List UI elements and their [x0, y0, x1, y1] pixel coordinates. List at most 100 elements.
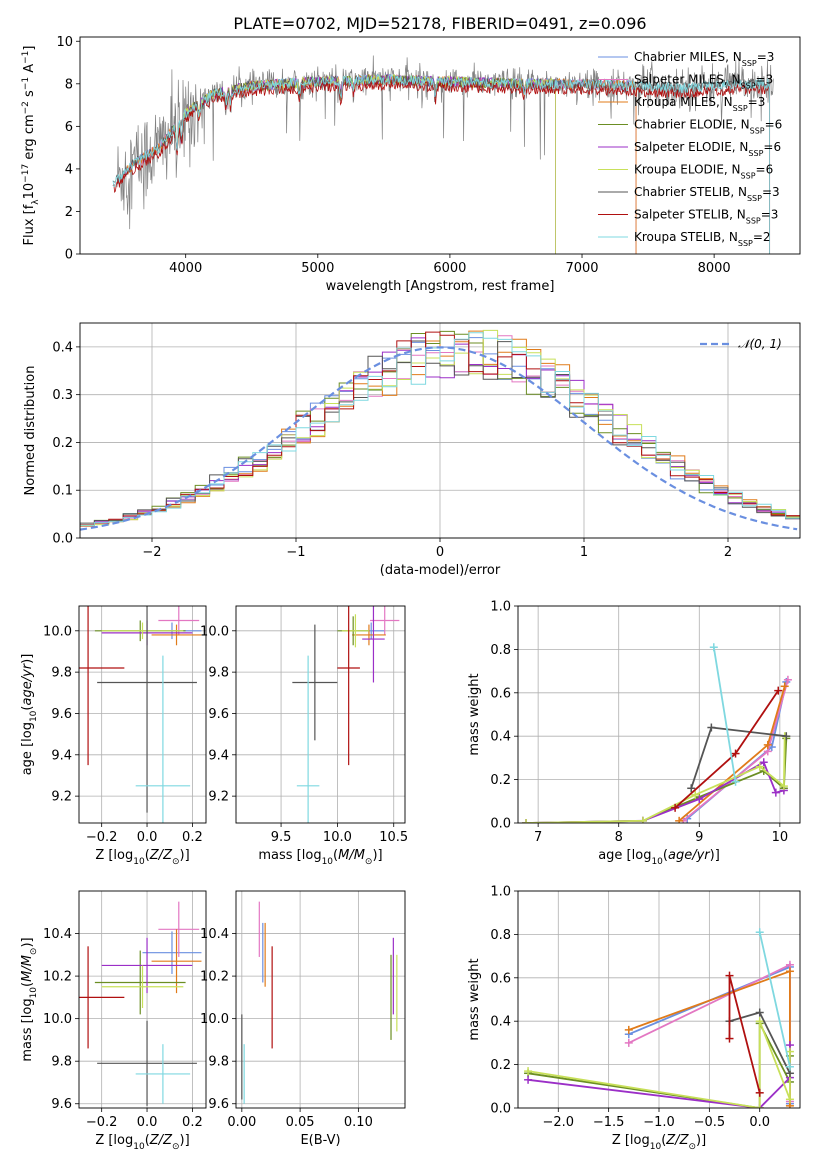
x-axis-label: age [log10(age/yr)]: [598, 848, 720, 867]
x-tick-label: 0.10: [344, 1115, 373, 1130]
weight-marker-kroupa-miles: [675, 816, 684, 823]
weight-marker-kroupa-miles: [624, 1025, 633, 1034]
x-tick-label: 9.5: [271, 830, 292, 845]
x-tick-label: 7: [534, 830, 542, 845]
y-axis-label: Normed distribution: [23, 366, 38, 496]
plot-area-weight_vs_Z: [524, 928, 794, 1108]
y-tick-label: 0.2: [490, 773, 511, 788]
y-tick-label: 9.4: [208, 748, 229, 763]
weight-marker-kroupa-miles: [780, 682, 789, 691]
x-tick-label: 0.0: [137, 830, 158, 845]
weight-line-kroupa-stelib: [758, 932, 791, 1067]
y-tick-label: 9.8: [208, 666, 229, 681]
weight-marker-salpeter-stelib: [755, 1088, 764, 1097]
model-salpeter-stelib: [112, 79, 770, 193]
y-tick-label: 10: [56, 35, 73, 50]
model-kroupa-stelib: [112, 73, 770, 188]
y-tick-label: 9.6: [51, 1097, 72, 1112]
legend-entry: Kroupa MILES, NSSP=3: [634, 95, 765, 113]
weight-marker-chabrier-stelib: [755, 1008, 764, 1017]
weight-line-kroupa-stelib: [712, 647, 737, 782]
x-tick-label: 0.2: [182, 830, 203, 845]
y-tick-label: 9.6: [208, 1097, 229, 1112]
weight-line-kroupa-elodie: [526, 736, 786, 823]
panel-spectrum: 4000 5000 6000 7000 8000 0 2 4 6 8 10 wavelength [A…: [21, 35, 801, 294]
x-axis-label: mass [log10(M/M⊙)]: [258, 848, 382, 867]
legend-entry: Chabrier STELIB, NSSP=3: [634, 185, 780, 203]
x-axis-label: Z [log10(Z/Z⊙)]: [612, 1133, 706, 1152]
panel-weight_vs_age: 7 8 9 10 0.0 0.2 0.4 0.6 0.8 1.0 age [log10(age/yr…: [467, 600, 801, 867]
legend-entry: Salpeter ELODIE, NSSP=6: [634, 140, 781, 158]
y-tick-label: 0: [65, 248, 73, 263]
x-tick-label: −1: [286, 545, 305, 560]
hist-kroupa-stelib: [80, 332, 800, 526]
y-tick-label: 0.8: [490, 928, 511, 943]
weight-marker-kroupa-elodie: [755, 1017, 764, 1026]
gaussian-curve: [80, 346, 798, 531]
weight-line-salpeter-stelib: [728, 975, 761, 1094]
weight-marker-salpeter-stelib: [774, 686, 783, 695]
y-tick-label: 0.4: [490, 1015, 511, 1030]
legend-entry: Salpeter STELIB, NSSP=3: [634, 208, 778, 226]
axes-frame: [235, 605, 406, 824]
weight-marker-kroupa-elodie: [522, 819, 531, 823]
x-tick-label: 0.05: [286, 1115, 315, 1130]
x-tick-label: −1.0: [643, 1115, 675, 1130]
y-tick-label: 0.8: [490, 643, 511, 658]
axes-frame: [235, 890, 406, 1109]
x-tick-label: 5000: [301, 261, 334, 276]
panel-weight_vs_Z: −2.0 −1.5 −1.0 −0.5 0.0 0.0 0.2 0.4 0.6 0.8 1.0 Z […: [467, 885, 801, 1152]
x-tick-label: 0.0: [137, 1115, 158, 1130]
y-tick-label: 9.2: [51, 790, 72, 805]
y-tick-label: 10.2: [43, 970, 72, 985]
x-tick-label: 0: [436, 545, 444, 560]
y-tick-label: 9.4: [51, 748, 72, 763]
axes-frame: [78, 890, 207, 1109]
x-tick-label: 2: [724, 545, 732, 560]
weight-marker-salpeter-miles: [783, 675, 792, 684]
legend-entry: 𝒩(0, 1): [738, 337, 782, 351]
axes-frame: [517, 605, 801, 824]
weight-marker-kroupa-elodie: [755, 762, 764, 771]
x-tick-label: 10: [772, 830, 789, 845]
y-tick-label: 8: [65, 77, 73, 92]
plot-area-weight_vs_age: [522, 643, 792, 823]
y-tick-label: 10.0: [200, 624, 229, 639]
y-tick-label: 9.2: [208, 790, 229, 805]
weight-marker-salpeter-stelib: [725, 971, 734, 980]
panel-mass_vs_Z: −0.2 0.0 0.2 9.6 9.8 10.0 10.2 10.4 Z [log10(Z/Z…: [20, 890, 207, 1152]
y-axis-label: mass [log10(M/M⊙)]: [20, 937, 39, 1061]
y-tick-label: 10.0: [43, 1012, 72, 1027]
y-tick-label: 0.3: [52, 388, 73, 403]
y-tick-label: 10.2: [200, 970, 229, 985]
x-axis-label: wavelength [Angstrom, rest frame]: [326, 279, 555, 294]
y-axis-label: mass weight: [467, 958, 482, 1040]
x-tick-label: 9: [695, 830, 703, 845]
weight-marker-kroupa-elodie: [638, 816, 647, 823]
y-tick-label: 0.6: [490, 971, 511, 986]
y-tick-label: 0.6: [490, 686, 511, 701]
axes-frame: [517, 890, 801, 1109]
y-tick-label: 2: [65, 205, 73, 220]
x-tick-label: 10.0: [323, 830, 352, 845]
y-tick-label: 0.4: [490, 730, 511, 745]
plot-area-residuals: [80, 329, 800, 531]
y-axis-label: Flux [fλ10−17 erg cm−2 s−1 A−1]: [21, 46, 41, 246]
y-tick-label: 10.0: [43, 624, 72, 639]
x-tick-label: 10.5: [379, 830, 408, 845]
weight-marker-chabrier-stelib: [707, 723, 716, 732]
x-tick-label: −0.5: [694, 1115, 726, 1130]
panel-mass_vs_EBV: 0.00 0.05 0.10 9.6 9.8 10.0 10.2 10.4 E(B-V): [200, 890, 406, 1148]
legend-entry: Salpeter MILES, NSSP=3: [634, 73, 773, 91]
x-tick-label: 0.2: [182, 1115, 203, 1130]
panel-residuals: −2 −1 0 1 2 0.0 0.1 0.2 0.3 0.4 (data-model)/error…: [23, 322, 801, 578]
weight-marker-salpeter-elodie: [771, 788, 780, 797]
y-tick-label: 10.0: [200, 1012, 229, 1027]
weight-marker-kroupa-stelib: [709, 643, 718, 652]
y-tick-label: 0.2: [52, 436, 73, 451]
plot-area-age_vs_Z: [79, 606, 202, 823]
legend-entry: Chabrier ELODIE, NSSP=6: [634, 118, 782, 136]
y-axis-label: age [log10(age/yr)]: [20, 654, 39, 776]
weight-marker-kroupa-stelib: [755, 928, 764, 937]
